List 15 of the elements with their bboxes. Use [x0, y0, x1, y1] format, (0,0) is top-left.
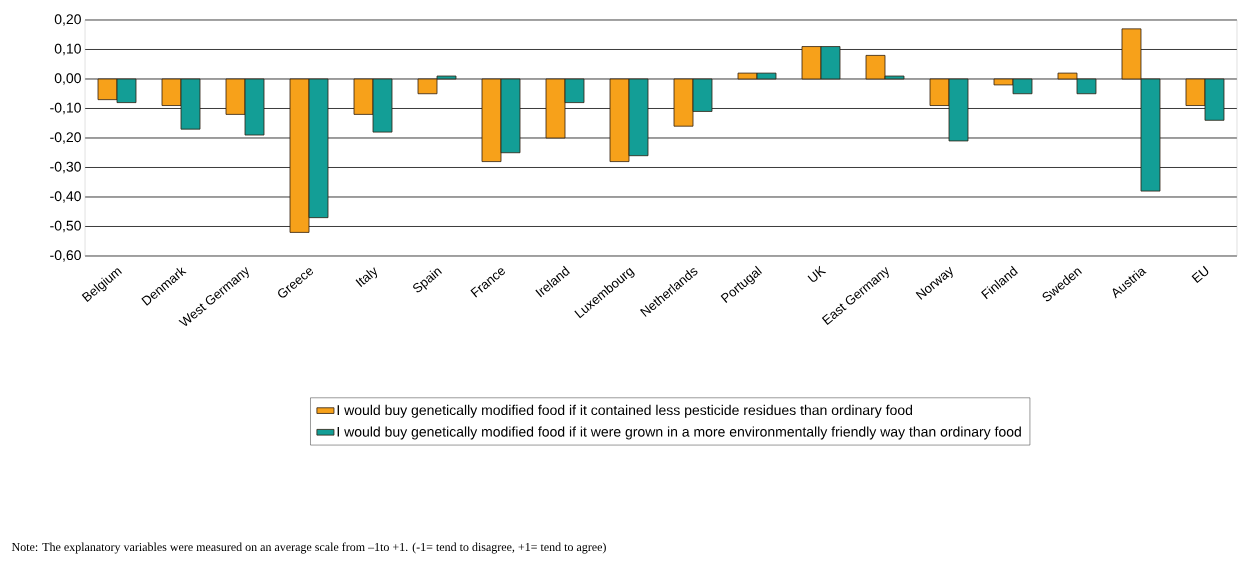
- y-tick-label: 0,20: [54, 14, 81, 26]
- y-tick-label: 0,10: [54, 43, 81, 56]
- y-tick-label: 0,00: [54, 73, 81, 85]
- legend-label: I would buy genetically modified food if it contained less pesticide residues than ordinary food: [337, 404, 913, 418]
- y-tick-label: -0,20: [50, 132, 81, 144]
- y-tick-label: -0,50: [50, 220, 81, 233]
- x-tick-label: EU: [1191, 265, 1209, 284]
- y-tick-label: -0,30: [50, 161, 81, 174]
- y-tick-label: -0,40: [50, 191, 81, 203]
- legend-label: I would buy genetically modified food if it were grown in a more environmentally friendly way than ordinary food: [337, 426, 1021, 440]
- text: Note: The explanatory variables were measured on an average scale from –1to +1. (-1= tend to disagree, +1= tend to agree): [11, 542, 606, 554]
- y-tick-label: -0,10: [50, 102, 81, 115]
- x-tick-label: Italy: [355, 267, 378, 288]
- y-tick-label: -0,60: [50, 250, 81, 262]
- x-tick-label: UK: [807, 265, 827, 282]
